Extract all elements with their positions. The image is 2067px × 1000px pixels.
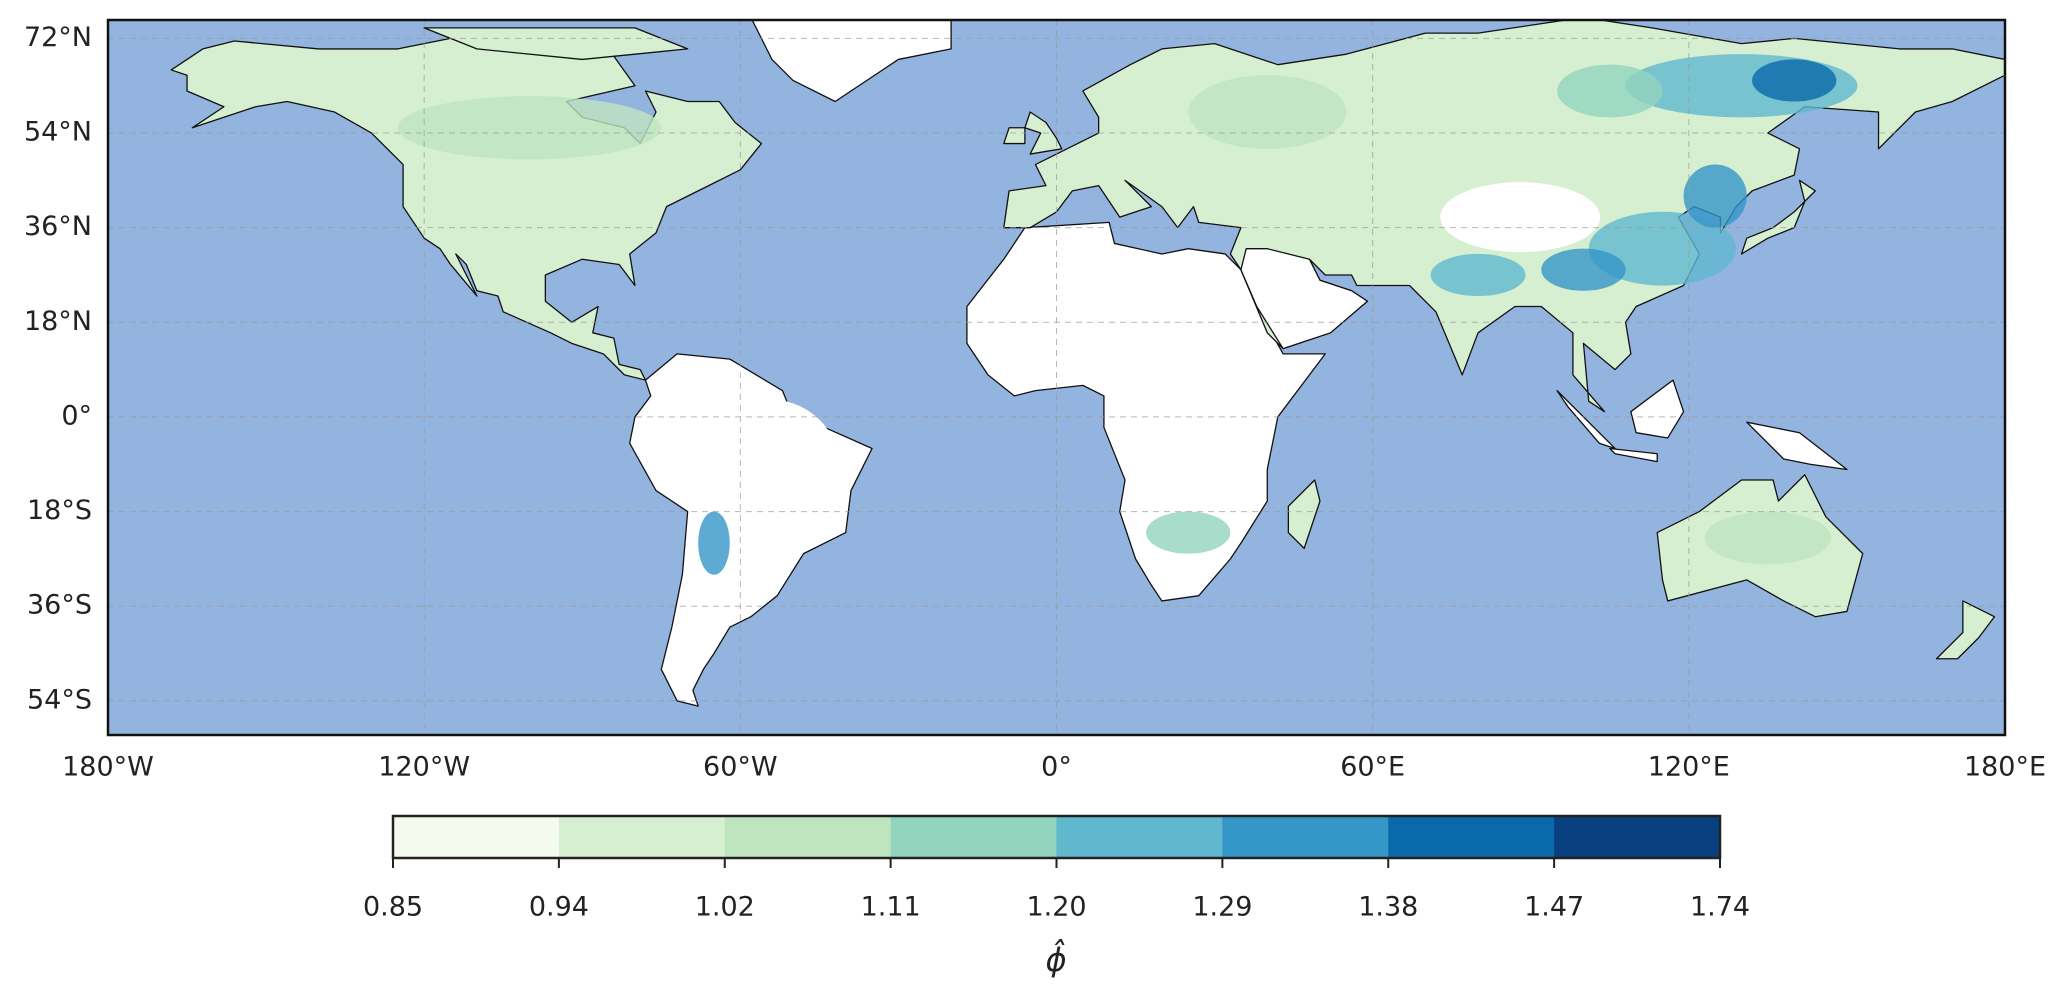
value-patch: [1752, 59, 1837, 102]
y-tick-label: 54°S: [27, 684, 92, 715]
sumatra: [1556, 389, 1616, 450]
x-tick-label: 60°E: [1340, 752, 1405, 783]
colorbar-bin: [1222, 816, 1389, 858]
value-patch: [1588, 211, 1737, 286]
japan: [1740, 179, 1816, 255]
y-tick-label: 18°N: [24, 306, 92, 337]
colorbar-tick-label: 1.74: [1690, 892, 1750, 923]
colorbar-tick-label: 1.11: [861, 892, 921, 923]
colorbar: 0.85 0.94 1.02 1.11 1.20 1.29 1.38 1.47 1.74: [363, 814, 1750, 923]
colorbar-tick-label: 0.85: [363, 892, 423, 923]
x-tick-label: 180°W: [62, 752, 154, 783]
colorbar-tick-label: 0.94: [529, 892, 589, 923]
value-patch: [1683, 164, 1747, 228]
grid-layer: [108, 20, 2005, 735]
x-tick-label: 60°W: [703, 752, 778, 783]
value-patch: [397, 96, 662, 160]
ireland: [1003, 127, 1026, 145]
value-patch: [698, 511, 730, 575]
colorbar-label: ϕ̂: [1045, 939, 1066, 979]
y-tick-label: 36°S: [27, 590, 92, 621]
colorbar-bin: [890, 816, 1057, 858]
java: [1609, 447, 1658, 463]
colorbar-bin: [724, 816, 892, 858]
colorbar-tick-label: 1.38: [1358, 892, 1418, 923]
new-zealand: [1935, 600, 1996, 660]
colorbar-bin: [1554, 816, 1721, 858]
colorbar-bin: [558, 816, 726, 858]
value-patch: [1541, 248, 1626, 291]
value-patch: [1557, 64, 1663, 118]
value-patch: [1704, 511, 1832, 565]
colorbar-bin: [1056, 816, 1223, 858]
land-layer: [170, 20, 2005, 707]
arabia: [1240, 248, 1369, 350]
madagascar: [1287, 479, 1321, 550]
x-tick-label: 0°: [1041, 752, 1072, 783]
no-data-patch: [696, 398, 837, 519]
x-tick-label: 120°E: [1648, 752, 1730, 783]
new-guinea: [1746, 421, 1848, 471]
y-tick-label: 72°N: [24, 22, 92, 53]
arctic-islands: [423, 27, 689, 61]
colorbar-tick-label: 1.02: [695, 892, 755, 923]
value-patch: [1430, 253, 1526, 297]
y-tick-label: 18°S: [27, 495, 92, 526]
y-tick-label: 36°N: [24, 211, 92, 242]
colorbar-bin: [393, 816, 560, 858]
colorbar-bin: [1388, 816, 1555, 858]
y-tick-label: 54°N: [24, 117, 92, 148]
axes: 180°W 120°W 60°W 0° 60°E 120°E 180°E 54°S 36°S 18…: [24, 22, 2046, 783]
colorbar-tick-label: 1.20: [1026, 892, 1086, 923]
colorbar-tick-label: 1.29: [1192, 892, 1252, 923]
x-tick-label: 180°E: [1964, 752, 2046, 783]
borneo: [1630, 379, 1685, 439]
value-patch: [1188, 75, 1347, 149]
no-data-patch: [1440, 182, 1601, 253]
colorbar-tick-label: 1.47: [1524, 892, 1584, 923]
value-patch: [1146, 511, 1231, 554]
x-tick-label: 120°W: [378, 752, 470, 783]
y-tick-label: 0°: [61, 400, 92, 431]
map-frame: [106, 18, 2007, 737]
